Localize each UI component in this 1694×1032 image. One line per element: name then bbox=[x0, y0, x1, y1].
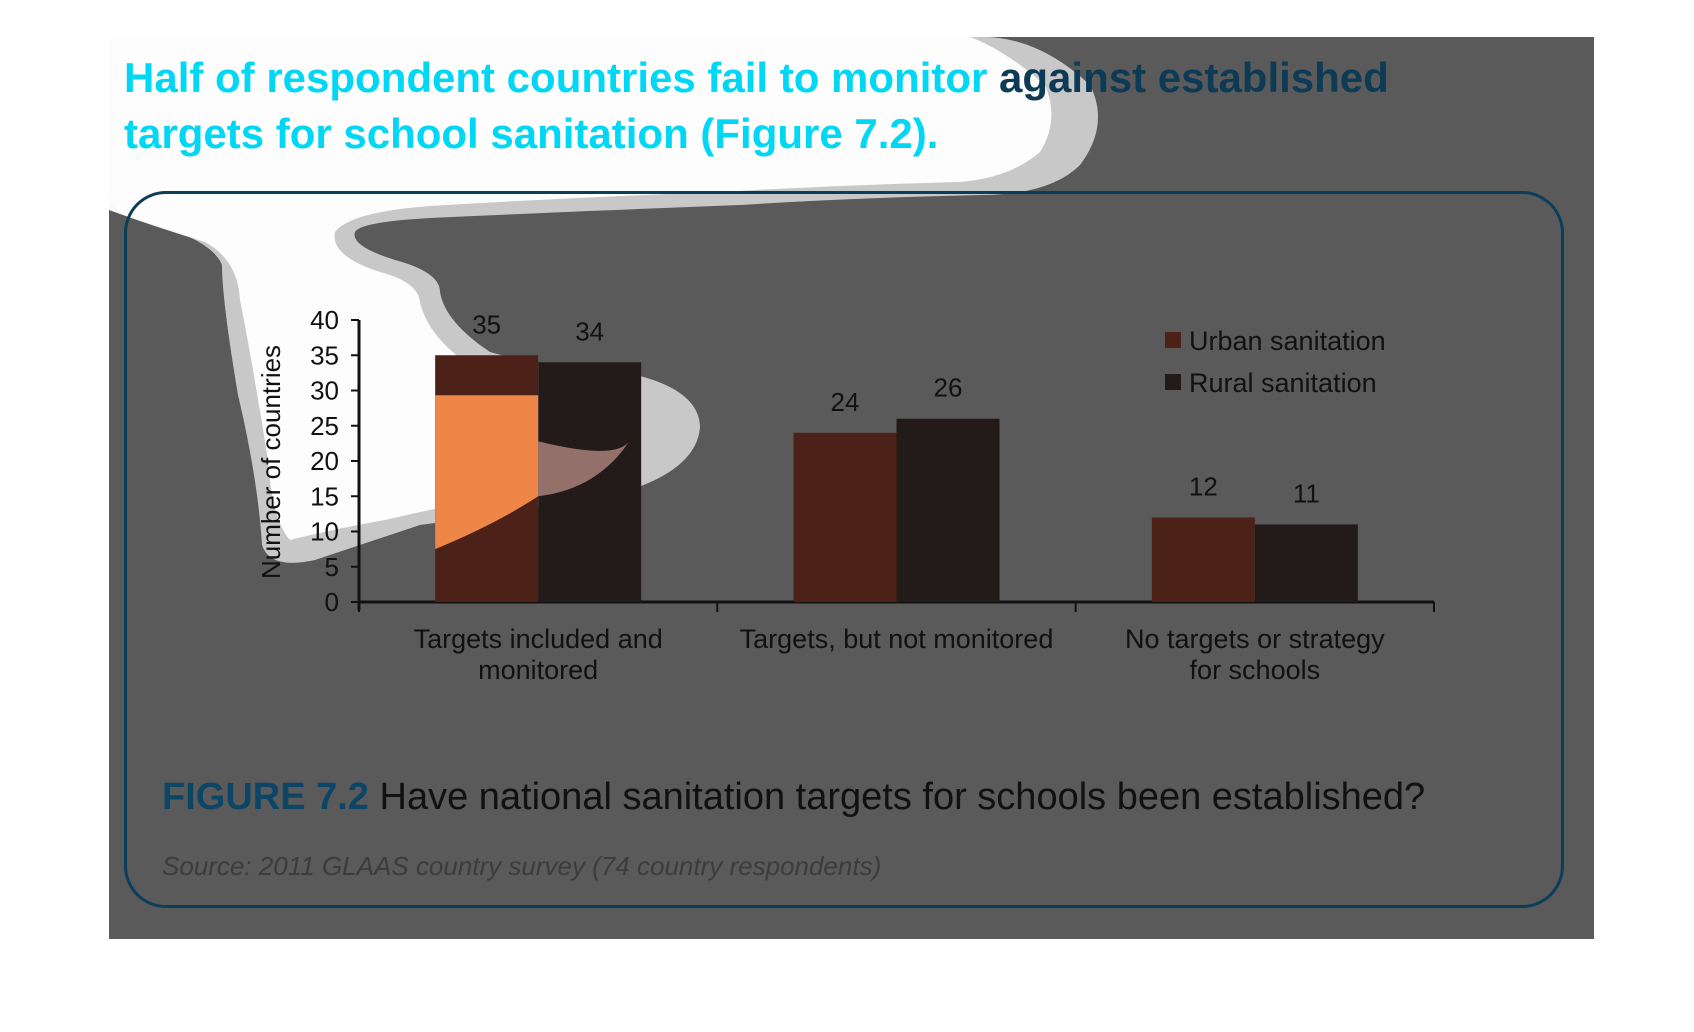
figure-number: FIGURE 7.2 bbox=[162, 776, 369, 818]
bar-rural bbox=[896, 418, 1000, 602]
x-category-label: monitored bbox=[478, 655, 598, 685]
data-label: 12 bbox=[1189, 471, 1218, 501]
highlight-blob-inner bbox=[109, 37, 1052, 540]
data-label: 24 bbox=[831, 387, 860, 417]
x-category-label: No targets or strategy bbox=[1125, 624, 1385, 654]
highlight-overlay-tail bbox=[538, 439, 631, 497]
y-tick-label: 0 bbox=[325, 587, 339, 617]
figure-frame bbox=[124, 191, 1564, 908]
y-tick-label: 20 bbox=[310, 446, 339, 476]
y-axis-title: Number of countries bbox=[256, 345, 286, 579]
y-tick-label: 35 bbox=[310, 340, 339, 370]
y-tick-label: 15 bbox=[310, 481, 339, 511]
source-note: Source: 2011 GLAAS country survey (74 co… bbox=[162, 851, 882, 881]
headline-part1: Half of respondent countries fail to mon… bbox=[124, 54, 1000, 101]
headline: Half of respondent countries fail to mon… bbox=[124, 50, 1584, 162]
figure-caption-text: Have national sanitation targets for sch… bbox=[368, 776, 1426, 818]
bar-urban bbox=[793, 432, 897, 602]
bar-urban bbox=[1151, 517, 1255, 602]
highlight-overlay bbox=[435, 395, 539, 550]
x-category-label: Targets, but not monitored bbox=[740, 624, 1054, 654]
headline-part3: targets for school sanitation (Figure 7.… bbox=[124, 110, 939, 157]
x-category-label: Targets included and bbox=[414, 624, 663, 654]
y-tick-label: 25 bbox=[310, 411, 339, 441]
data-label: 35 bbox=[472, 309, 501, 339]
bar-rural bbox=[1254, 524, 1358, 602]
legend-swatch-urban bbox=[1165, 332, 1181, 348]
y-tick-label: 10 bbox=[310, 517, 339, 547]
legend-label-urban: Urban sanitation bbox=[1189, 326, 1386, 356]
y-tick-label: 5 bbox=[325, 552, 339, 582]
data-label: 11 bbox=[1293, 478, 1320, 508]
legend-swatch-rural bbox=[1165, 374, 1181, 390]
y-tick-label: 40 bbox=[310, 305, 339, 335]
y-tick-label: 30 bbox=[310, 376, 339, 406]
data-label: 34 bbox=[575, 316, 604, 346]
legend-label-rural: Rural sanitation bbox=[1189, 368, 1377, 398]
headline-part2: against established bbox=[999, 54, 1389, 101]
figure-caption: FIGURE 7.2 Have national sanitation targ… bbox=[162, 776, 1425, 819]
x-category-label: for schools bbox=[1190, 655, 1321, 685]
data-label: 26 bbox=[934, 373, 963, 403]
